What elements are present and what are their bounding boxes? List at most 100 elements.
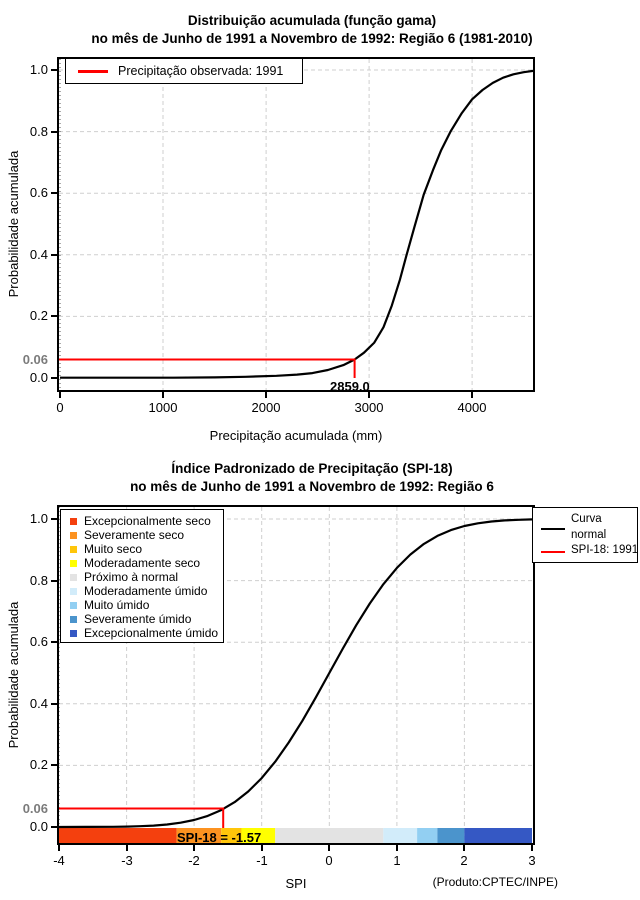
category-label: Muito seco xyxy=(84,542,143,556)
y-axis-tick xyxy=(51,703,57,705)
category-color-swatch xyxy=(70,517,77,525)
observed-precip-legend-label: Precipitação observada: 1991 xyxy=(118,64,284,78)
category-label: Moderadamente seco xyxy=(84,556,201,570)
x-tick-label: 1000 xyxy=(148,400,178,415)
threshold-probability-label: 0.06 xyxy=(22,352,48,367)
y-axis-tick xyxy=(51,192,57,194)
x-axis-tick xyxy=(59,392,61,398)
spi-1991-line-sample xyxy=(541,551,565,553)
spi-category-legend-item: Severamente seco xyxy=(61,528,223,542)
x-axis-tick xyxy=(531,845,533,851)
gamma-cdf-plot xyxy=(57,57,535,392)
spi-category-legend-item: Moderadamente úmido xyxy=(61,584,223,598)
category-color-swatch xyxy=(70,545,77,553)
chart1-title-line1: Distribuição acumulada (função gama) xyxy=(187,13,437,28)
y-axis-tick xyxy=(51,764,57,766)
x-tick-label: -3 xyxy=(121,853,133,868)
x-axis-tick xyxy=(396,845,398,851)
x-tick-label: -2 xyxy=(188,853,200,868)
x-tick-label: 2 xyxy=(460,853,468,868)
y-tick-label: 0.8 xyxy=(29,124,48,139)
normal-curve-label-line1: Curva xyxy=(571,513,602,525)
x-tick-label: 4000 xyxy=(457,400,487,415)
category-label: Severamente úmido xyxy=(84,612,192,626)
x-tick-label: 3 xyxy=(528,853,536,868)
y-tick-label: 0.4 xyxy=(29,247,48,262)
category-color-swatch xyxy=(70,587,77,595)
threshold-probability-label: 0.06 xyxy=(22,801,48,816)
x-tick-label: -4 xyxy=(53,853,65,868)
x-axis-tick xyxy=(261,845,263,851)
x-tick-label: 1 xyxy=(393,853,401,868)
x-axis-tick xyxy=(463,845,465,851)
y-axis-tick xyxy=(51,641,57,643)
spi-category-legend-item: Severamente úmido xyxy=(61,612,223,626)
observed-precip-line-sample xyxy=(78,69,108,73)
y-tick-label: 1.0 xyxy=(29,511,48,526)
y-axis-tick xyxy=(51,131,57,133)
chart1-title-line2: no mês de Junho de 1991 a Novembro de 19… xyxy=(91,31,533,46)
category-color-swatch xyxy=(70,615,77,623)
spi-value-label: SPI-18 = -1.57 xyxy=(177,830,262,845)
x-axis-tick xyxy=(368,392,370,398)
category-color-swatch xyxy=(70,601,77,609)
x-tick-label: 3000 xyxy=(354,400,384,415)
chart1-x-axis-label: Precipitação acumulada (mm) xyxy=(209,428,383,443)
x-tick-label: 0 xyxy=(325,853,333,868)
normal-curve-line-sample xyxy=(541,528,565,530)
y-tick-label: 0.6 xyxy=(29,634,48,649)
x-axis-tick xyxy=(471,392,473,398)
spi-category-legend-item: Moderadamente seco xyxy=(61,556,223,570)
x-tick-label: 2000 xyxy=(251,400,281,415)
x-axis-tick xyxy=(162,392,164,398)
y-tick-label: 0.6 xyxy=(29,185,48,200)
chart2-title-line1: Índice Padronizado de Precipitação (SPI-… xyxy=(171,461,453,476)
category-label: Próximo à normal xyxy=(84,570,179,584)
spi-category-legend-item: Excepcionalmente seco xyxy=(61,514,223,528)
y-tick-label: 0.4 xyxy=(29,696,48,711)
category-color-swatch xyxy=(70,559,77,567)
x-axis-tick xyxy=(126,845,128,851)
spi-category-legend-item: Muito seco xyxy=(61,542,223,556)
x-axis-tick xyxy=(265,392,267,398)
category-label: Muito úmido xyxy=(84,598,150,612)
spi-category-legend: Excepcionalmente seco Severamente seco Mui… xyxy=(60,509,224,643)
category-color-swatch xyxy=(70,573,77,581)
y-tick-label: 0.2 xyxy=(29,308,48,323)
y-axis-tick xyxy=(51,315,57,317)
y-tick-label: 0.8 xyxy=(29,573,48,588)
observed-precip-value-label: 2859.0 xyxy=(330,379,370,394)
x-tick-label: -1 xyxy=(256,853,268,868)
spi-1991-legend-label: SPI-18: 1991 xyxy=(571,544,639,556)
x-axis-tick xyxy=(193,845,195,851)
category-color-swatch xyxy=(70,629,77,637)
chart1-y-axis-label: Probabilidade acumulada xyxy=(6,150,21,298)
y-tick-label: 0.0 xyxy=(29,370,48,385)
category-color-swatch xyxy=(70,531,77,539)
y-axis-tick xyxy=(51,826,57,828)
spi-category-legend-item: Muito úmido xyxy=(61,598,223,612)
y-tick-label: 1.0 xyxy=(29,62,48,77)
x-tick-label: 0 xyxy=(56,400,64,415)
y-tick-label: 0.2 xyxy=(29,757,48,772)
chart2-x-axis-label: SPI xyxy=(285,876,307,891)
y-axis-tick xyxy=(51,254,57,256)
category-label: Excepcionalmente seco xyxy=(84,514,211,528)
spi-curve-legend: Curva normal SPI-18: 1991 xyxy=(532,507,638,563)
producer-note: (Produto:CPTEC/INPE) xyxy=(432,875,558,889)
category-label: Excepcionalmente úmido xyxy=(84,626,219,640)
y-axis-tick xyxy=(51,377,57,379)
chart2-y-axis-label: Probabilidade acumulada xyxy=(6,601,21,749)
category-label: Moderadamente úmido xyxy=(84,584,208,598)
x-axis-tick xyxy=(58,845,60,851)
x-axis-tick xyxy=(328,845,330,851)
chart1-legend: Precipitação observada: 1991 xyxy=(65,58,303,84)
y-axis-tick xyxy=(51,580,57,582)
spi-category-legend-item: Excepcionalmente úmido xyxy=(61,626,223,640)
spi-cdf-plot xyxy=(57,505,535,845)
spi-category-legend-item: Próximo à normal xyxy=(61,570,223,584)
category-label: Severamente seco xyxy=(84,528,185,542)
normal-curve-label-line2: normal xyxy=(571,529,607,541)
y-tick-label: 0.0 xyxy=(29,819,48,834)
